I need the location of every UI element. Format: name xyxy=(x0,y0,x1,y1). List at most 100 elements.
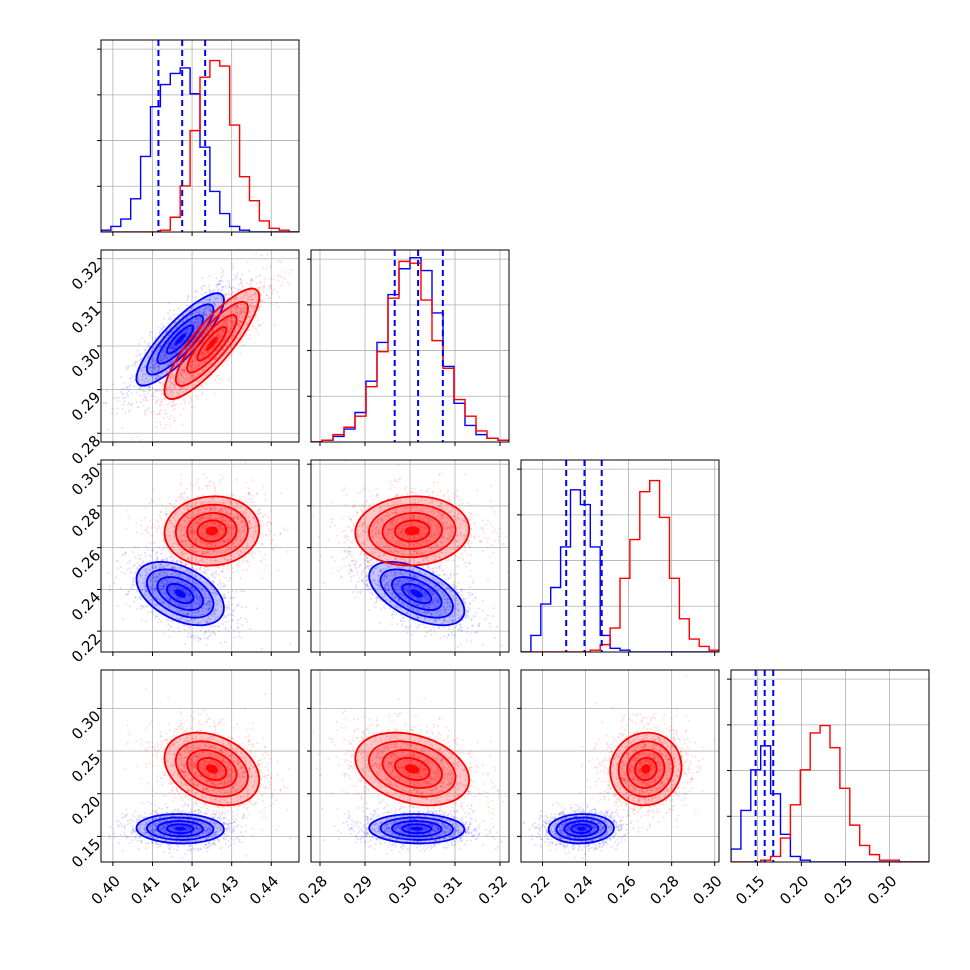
scatter-point xyxy=(159,585,162,588)
scatter-point xyxy=(209,305,212,308)
scatter-point xyxy=(155,575,158,578)
scatter-point xyxy=(145,571,148,574)
scatter-point xyxy=(195,327,198,330)
scatter-point xyxy=(179,535,182,538)
scatter-point xyxy=(203,298,206,301)
scatter-point xyxy=(211,573,214,576)
scatter-point xyxy=(217,340,220,343)
scatter-point xyxy=(173,588,176,591)
scatter-point xyxy=(251,298,254,301)
scatter-point xyxy=(217,339,220,342)
scatter-point xyxy=(235,311,238,314)
scatter-point xyxy=(250,301,253,304)
scatter-point xyxy=(164,351,167,354)
scatter-point xyxy=(150,498,153,501)
scatter-point xyxy=(102,401,105,404)
scatter-point xyxy=(155,389,158,392)
scatter-point xyxy=(221,323,224,326)
scatter-point xyxy=(188,578,191,581)
scatter-point xyxy=(193,321,196,324)
panel-content xyxy=(311,250,509,442)
scatter-point xyxy=(141,389,144,392)
scatter-point xyxy=(149,389,152,392)
scatter-point xyxy=(172,416,175,419)
scatter-point xyxy=(197,621,200,624)
scatter-point xyxy=(234,305,237,308)
scatter-point xyxy=(184,337,187,340)
scatter-point xyxy=(169,599,172,602)
scatter-point xyxy=(126,568,129,571)
scatter-point xyxy=(201,386,204,389)
scatter-point xyxy=(257,324,260,327)
scatter-point xyxy=(210,613,213,616)
scatter-point xyxy=(144,574,147,577)
scatter-point xyxy=(149,554,152,557)
scatter-point xyxy=(180,609,183,612)
scatter-point xyxy=(162,566,165,569)
scatter-point xyxy=(222,584,225,587)
scatter-point xyxy=(178,559,181,562)
scatter-point xyxy=(214,357,217,360)
scatter-point xyxy=(237,289,240,292)
scatter-point xyxy=(213,601,216,604)
scatter-point xyxy=(212,615,215,618)
scatter-point xyxy=(185,592,188,595)
panel-content xyxy=(102,252,293,442)
scatter-point xyxy=(227,604,230,607)
scatter-point xyxy=(181,588,184,591)
scatter-point xyxy=(165,383,168,386)
scatter-point xyxy=(174,340,177,343)
scatter-point xyxy=(190,320,193,323)
scatter-point xyxy=(207,307,210,310)
scatter-point xyxy=(170,625,173,628)
scatter-point xyxy=(230,287,233,290)
scatter-point xyxy=(146,548,149,551)
scatter-point xyxy=(185,317,188,320)
scatter-point xyxy=(190,363,193,366)
scatter-point xyxy=(234,330,237,333)
scatter-point xyxy=(180,588,183,591)
scatter-point xyxy=(153,593,156,596)
scatter-point xyxy=(158,345,161,348)
scatter-point xyxy=(176,604,179,607)
scatter-point xyxy=(171,383,174,386)
scatter-point xyxy=(173,566,176,569)
scatter-point xyxy=(188,587,191,590)
scatter-point xyxy=(142,606,145,609)
scatter-point xyxy=(194,343,197,346)
scatter-point xyxy=(154,366,157,369)
scatter-point xyxy=(184,610,187,613)
scatter-point xyxy=(192,325,195,328)
scatter-point xyxy=(242,310,245,313)
scatter-point xyxy=(203,354,206,357)
scatter-point xyxy=(216,319,219,322)
scatter-point xyxy=(168,591,171,594)
scatter-point xyxy=(236,272,239,275)
scatter-point xyxy=(161,570,164,573)
scatter-point xyxy=(191,563,194,566)
scatter-point xyxy=(172,530,175,533)
scatter-point xyxy=(202,347,205,350)
scatter-point xyxy=(139,386,142,389)
scatter-point xyxy=(212,301,215,304)
scatter-point xyxy=(131,587,134,590)
scatter-point xyxy=(160,398,163,401)
scatter-point xyxy=(172,593,175,596)
scatter-point xyxy=(219,525,222,528)
scatter-point xyxy=(166,582,169,585)
scatter-point xyxy=(186,585,189,588)
scatter-point xyxy=(196,341,199,344)
scatter-point xyxy=(141,619,144,622)
scatter-point xyxy=(195,395,198,398)
scatter-point xyxy=(237,312,240,315)
scatter-point xyxy=(167,618,170,621)
scatter-point xyxy=(263,285,266,288)
scatter-point xyxy=(134,556,137,559)
scatter-point xyxy=(204,524,207,527)
scatter-point xyxy=(198,310,201,313)
scatter-point xyxy=(259,275,262,278)
scatter-point xyxy=(210,618,213,621)
scatter-point xyxy=(273,323,276,326)
scatter-point xyxy=(221,308,224,311)
scatter-point xyxy=(180,341,183,344)
